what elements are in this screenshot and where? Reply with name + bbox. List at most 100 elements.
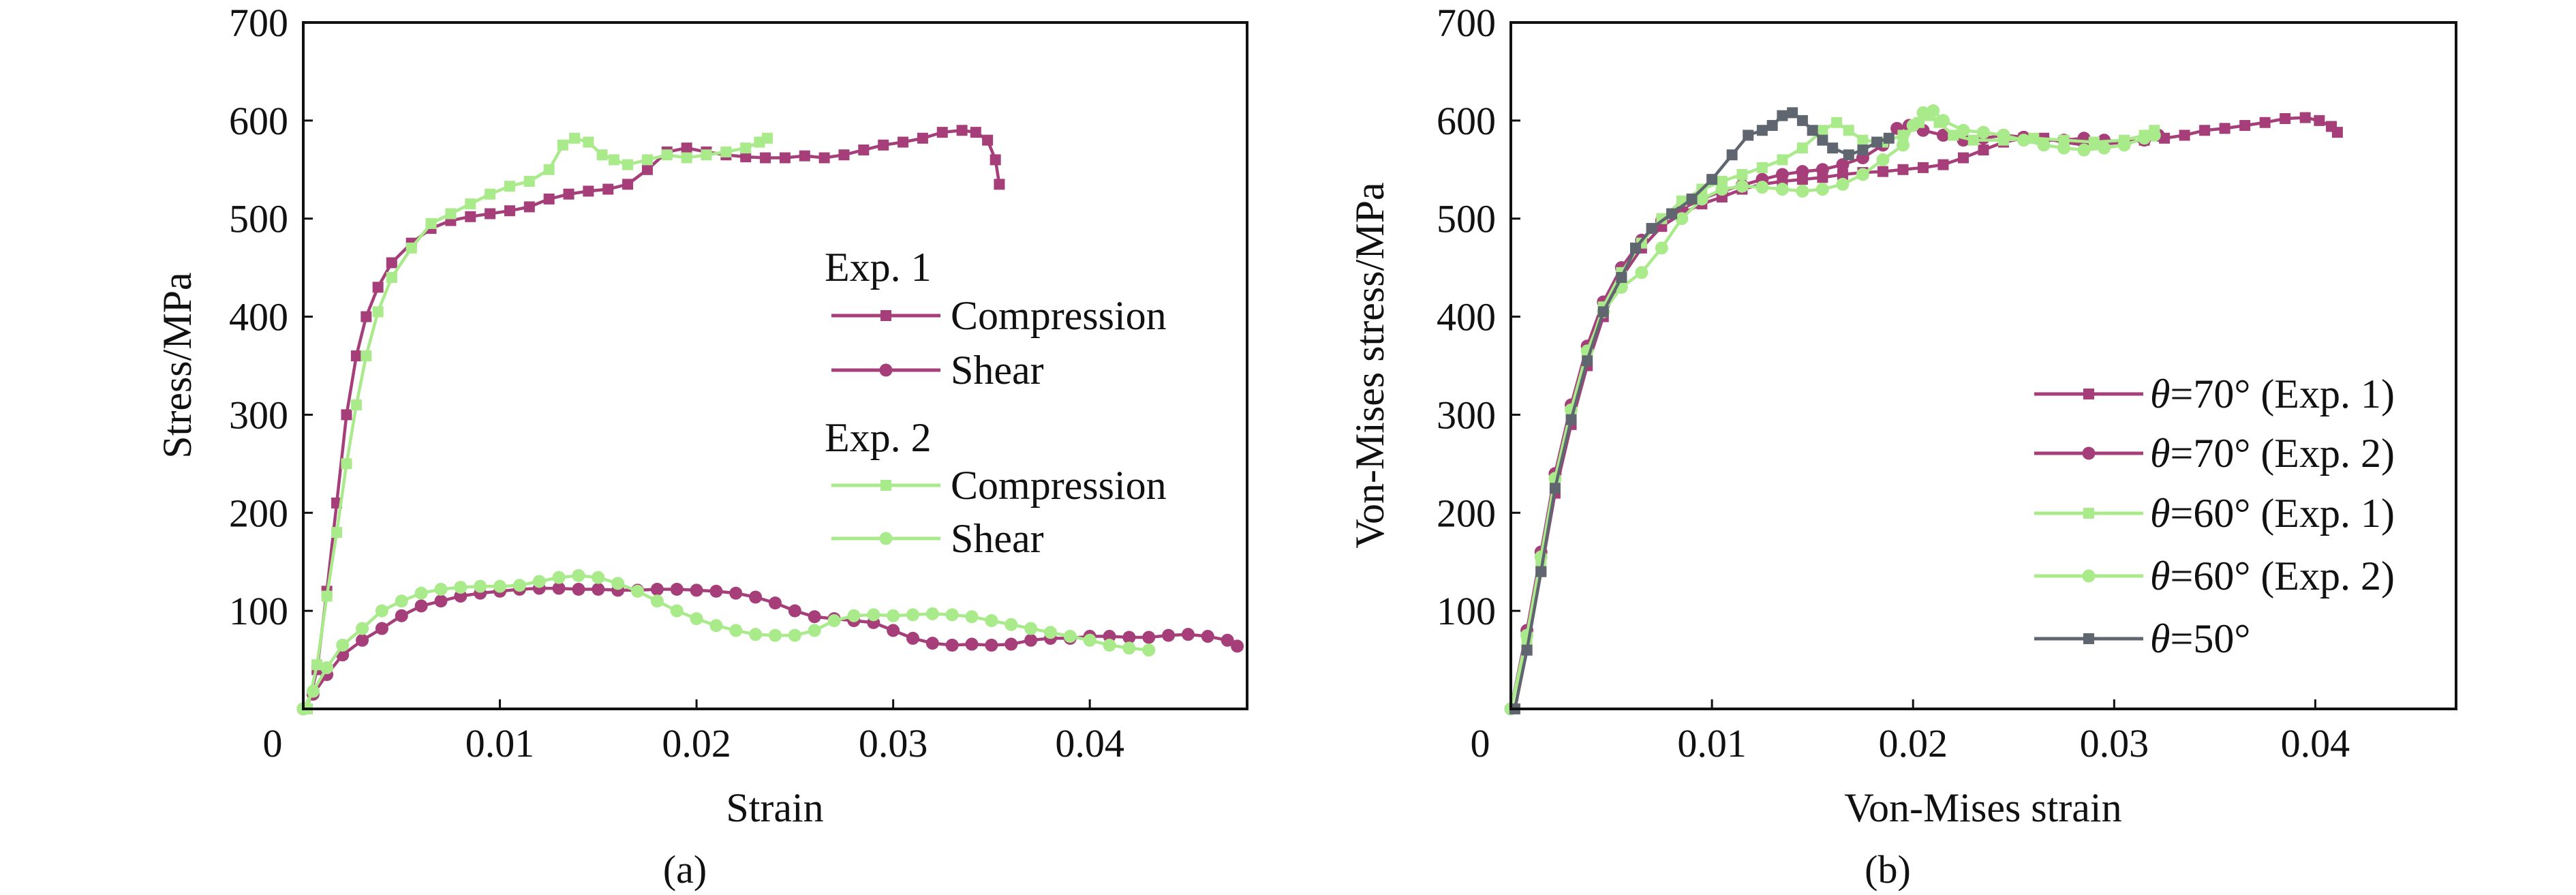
chart-b-series-2	[1509, 110, 2160, 714]
chart-a-series-2-point-3	[331, 527, 343, 538]
chart-b-y-tick-label-zero: 0	[1471, 721, 1490, 765]
chart-a-series-3-point-34	[945, 608, 959, 622]
chart-b-y-tick-label-4: 500	[1437, 197, 1496, 241]
legend-a-label-exp1-compression: Compression	[951, 293, 1167, 338]
chart-a-series-2-point-18	[569, 132, 581, 144]
chart-a-series-1-point-24	[749, 590, 763, 604]
chart-b-series-0-point-21	[1897, 164, 1909, 175]
chart-a-series-2-point-10	[425, 217, 437, 229]
chart-b-y-tick-label-1: 200	[1437, 491, 1496, 535]
chart-a-series-0-point-8	[386, 257, 397, 269]
chart-a-series-1-point-48	[1221, 633, 1234, 647]
chart-b-series-4-point-24	[1857, 145, 1869, 156]
chart-b-series-4-point-20	[1807, 125, 1818, 136]
chart-a-series-3-point-10	[474, 579, 487, 593]
chart-b-series-0-point-23	[1937, 159, 1949, 170]
legend-swatch-marker	[2083, 633, 2094, 644]
chart-a-series-1-point-22	[709, 584, 723, 598]
chart-b-series-0-point-39	[2259, 117, 2271, 128]
chart-a-series-3-point-17	[611, 577, 625, 590]
chart-a-series-3-point-15	[572, 568, 585, 582]
chart-b-series-0-point-36	[2199, 125, 2211, 136]
chart-a-series-2-point-16	[543, 164, 555, 175]
chart-b-series-3-point-11	[1695, 192, 1708, 206]
chart-b-series-3-point-17	[1815, 183, 1829, 196]
chart-b-y-tick-label-3: 400	[1437, 295, 1496, 339]
chart-a-series-3-point-23	[729, 624, 743, 637]
legend-b-swatch-50	[2034, 633, 2143, 644]
chart-b-series-0-point-25	[1978, 145, 1989, 156]
chart-a-series-3-point-6	[395, 594, 408, 608]
chart-a-y-tick-label-1: 200	[229, 491, 288, 535]
chart-b-series-4-point-17	[1777, 110, 1788, 121]
chart-a-series-3-point-37	[1005, 618, 1018, 631]
chart-b-series-0-point-40	[2280, 112, 2291, 124]
chart-a-series-1-point-45	[1162, 628, 1176, 642]
chart-b-series-4-point-21	[1817, 134, 1828, 146]
legend-swatch-marker	[2083, 508, 2094, 519]
chart-a-series-1-point-46	[1181, 628, 1195, 641]
chart-a-series-3-point-36	[985, 614, 998, 628]
chart-a-series-1-point-27	[808, 610, 821, 624]
chart-b-series-2-point-16	[1796, 142, 1808, 154]
chart-a-series-0-point-36	[936, 127, 948, 138]
legend-a-label-exp1-shear: Shear	[951, 348, 1044, 393]
chart-a-series-1-point-33	[925, 637, 939, 650]
legend-b-swatch-60-exp2	[2034, 569, 2143, 583]
chart-b-series-line-2	[1513, 114, 2156, 710]
chart-a-series-0-point-15	[523, 201, 535, 213]
legend-swatch-marker	[880, 310, 891, 321]
chart-b-series-3-point-28	[1997, 128, 2010, 142]
chart-b-series-0-point-44	[2331, 127, 2343, 138]
chart-b-series-0-point-20	[1877, 166, 1888, 177]
chart-b-series-4-point-11	[1686, 193, 1698, 204]
chart-b-series-1-point-24	[1936, 128, 1950, 142]
chart-a-x-axis: 0.01 0.02 0.03 0.04	[465, 699, 1124, 765]
chart-a-series-2-point-22	[622, 159, 634, 170]
chart-a-series-1-point-32	[906, 631, 919, 645]
chart-b-series-4-point-12	[1706, 174, 1718, 185]
chart-a-series-1-point-6	[395, 609, 408, 622]
chart-a-series-3-point-2	[320, 661, 334, 675]
chart-a-series-0-point-12	[465, 211, 476, 222]
chart-b-series-4-point-14	[1743, 130, 1754, 141]
chart-a-series-3-point-41	[1083, 633, 1097, 647]
chart-b-series-2-point-26	[1948, 130, 1959, 141]
chart-a-series-1	[296, 581, 1244, 716]
chart-b-series-0-point-38	[2239, 120, 2251, 132]
chart-a-series-0-point-29	[799, 150, 810, 162]
chart-b-series-3-point-24	[1927, 104, 1940, 117]
chart-a-series-1-point-8	[434, 594, 448, 608]
chart-a-series-3-point-3	[336, 638, 350, 652]
legend-b-label-60-exp1: θ=60° (Exp. 1)	[2150, 491, 2395, 536]
chart-b-series-4-point-8	[1629, 242, 1641, 254]
chart-a-y-tick-label-2: 300	[229, 393, 288, 437]
chart-b-x-tick-label-4: 0.04	[2281, 721, 2350, 765]
legend-a-swatch-exp2-shear	[831, 532, 940, 545]
chart-a-series-1-point-37	[1005, 637, 1018, 651]
chart-b-series-0-point-37	[2219, 123, 2230, 134]
chart-a-series-1-point-7	[414, 599, 428, 613]
chart-a-series-1-point-4	[356, 633, 369, 647]
chart-b-series-3-point-29	[2017, 134, 2031, 147]
chart-b-x-axis: 0.01 0.02 0.03 0.04	[1677, 699, 2350, 765]
legend-b-label-60-exp2: θ=60° (Exp. 2)	[2150, 553, 2395, 598]
chart-b-series-3-point-19	[1856, 168, 1869, 181]
chart-a-series-0-point-35	[917, 132, 928, 144]
chart-a-y-tick-label-4: 500	[229, 197, 288, 241]
chart-a-series-1-point-43	[1122, 631, 1136, 644]
chart-a-series-1-point-16	[592, 582, 605, 596]
chart-a-y-tick-label-6: 700	[229, 1, 288, 45]
chart-b-series-4	[1509, 107, 1895, 714]
chart-a-series-2-point-5	[350, 399, 362, 411]
chart-b-x-axis-label: Von-Mises strain	[1844, 785, 2121, 830]
chart-b-series-3-point-15	[1775, 183, 1789, 196]
chart-b-series-4-point-25	[1871, 136, 1883, 148]
chart-a-series-2-point-21	[608, 154, 619, 166]
legend-swatch-marker	[880, 480, 891, 491]
chart-a-series-2-point-26	[701, 149, 712, 161]
chart-a-legend: Exp. 1 Compression Shear Exp. 2 Compress…	[825, 245, 1167, 561]
chart-b-series-4-point-2	[1535, 566, 1547, 577]
chart-b-series-0-point-24	[1957, 152, 1969, 164]
chart-a-series-2-point-1	[311, 659, 323, 671]
